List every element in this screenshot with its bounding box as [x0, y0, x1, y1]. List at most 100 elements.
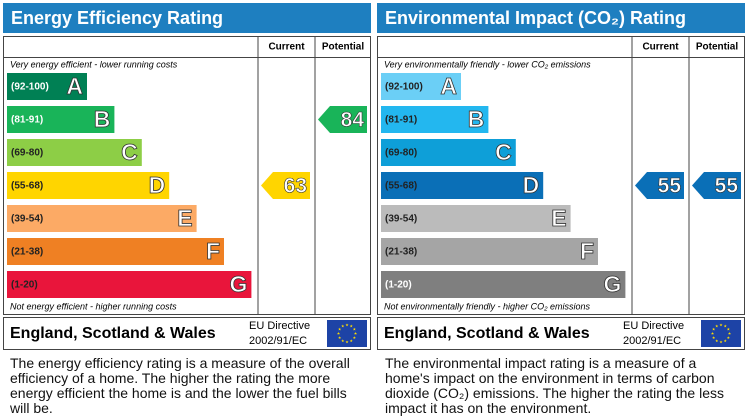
- rating-value: 63: [284, 175, 307, 198]
- eu-star: [719, 340, 723, 344]
- rating-band: [381, 73, 461, 100]
- eu-star: [715, 339, 719, 343]
- column-header: Current: [642, 42, 679, 53]
- rating-arrow: [692, 172, 741, 199]
- bottom-note: Not energy efficient - higher running co…: [10, 301, 177, 311]
- band-range: (69-80): [11, 148, 43, 159]
- bottom-note: Not environmentally friendly - higher CO…: [384, 301, 591, 311]
- band-range: (39-54): [11, 214, 43, 225]
- band-letter: E: [551, 205, 566, 231]
- eu-star: [345, 323, 349, 327]
- band-letter: E: [177, 205, 192, 231]
- band-letter: C: [121, 139, 138, 165]
- band-range: (81-91): [11, 115, 43, 126]
- rating-band: [7, 139, 142, 166]
- rating-value: 55: [658, 175, 682, 198]
- epc-graphic: Energy Efficiency Rating Current Potential…: [3, 3, 745, 350]
- band-letter: G: [604, 271, 622, 297]
- rating-band: [7, 172, 170, 199]
- band-range: (55-68): [385, 181, 417, 192]
- eu-star: [727, 331, 732, 335]
- description: The energy efficiency rating is a measur…: [10, 355, 350, 416]
- rating-band: [381, 172, 544, 199]
- eu-star: [353, 331, 358, 335]
- rating-band: [7, 238, 224, 265]
- title: Environmental Impact (CO₂) Rating: [385, 8, 686, 28]
- rating-band: [381, 106, 489, 133]
- band-range: (21-38): [385, 247, 417, 258]
- frame: [3, 36, 371, 315]
- band-range: (55-68): [11, 181, 43, 192]
- title: Energy Efficiency Rating: [11, 8, 223, 28]
- eu-star: [341, 324, 345, 328]
- band-letter: B: [94, 106, 111, 132]
- title-bar: [3, 3, 371, 33]
- eu-star: [723, 324, 727, 328]
- band-range: (1-20): [11, 280, 38, 291]
- directive-code: 2002/91/EC: [249, 335, 307, 347]
- eu-star: [352, 327, 356, 331]
- country: England, Scotland & Wales: [10, 325, 216, 342]
- rating-arrow: [261, 172, 310, 199]
- rating-band: [7, 106, 115, 133]
- rating-value: 55: [715, 175, 739, 198]
- band-letter: A: [66, 73, 83, 99]
- eu-star: [338, 327, 342, 331]
- band-range: (39-54): [385, 214, 417, 225]
- column-header: Potential: [696, 42, 738, 53]
- rating-arrow: [635, 172, 684, 199]
- eu-star: [712, 336, 716, 340]
- band-letter: C: [495, 139, 512, 165]
- band-range: (1-20): [385, 280, 412, 291]
- rating-value: 84: [341, 109, 365, 132]
- rating-band: [7, 73, 87, 100]
- rating-arrow: [318, 106, 367, 133]
- column-header: Current: [268, 42, 305, 53]
- band-range: (21-38): [11, 247, 43, 258]
- band-range: (92-100): [385, 82, 423, 93]
- band-range: (81-91): [385, 115, 417, 126]
- country: England, Scotland & Wales: [384, 325, 590, 342]
- directive-code: 2002/91/EC: [623, 335, 681, 347]
- band-letter: D: [523, 172, 540, 198]
- rating-band: [381, 205, 571, 232]
- eu-star: [349, 339, 353, 343]
- frame: [377, 36, 745, 315]
- rating-band: [7, 205, 197, 232]
- band-range: (92-100): [11, 82, 49, 93]
- eu-star: [723, 339, 727, 343]
- rating-band: [381, 271, 626, 298]
- eu-star: [712, 327, 716, 331]
- band-letter: A: [440, 73, 457, 99]
- eu-star: [719, 323, 723, 327]
- eu-star: [715, 324, 719, 328]
- eu-star: [349, 324, 353, 328]
- eu-star: [726, 336, 730, 340]
- directive: EU Directive: [249, 320, 310, 332]
- band-range: (69-80): [385, 148, 417, 159]
- top-note: Very environmentally friendly - lower CO…: [384, 59, 591, 69]
- footer-frame: [3, 317, 371, 350]
- band-letter: D: [149, 172, 166, 198]
- eu-star: [352, 336, 356, 340]
- eu-star: [336, 331, 341, 335]
- title-bar: [377, 3, 745, 33]
- directive: EU Directive: [623, 320, 684, 332]
- rating-band: [381, 238, 598, 265]
- rating-band: [381, 139, 516, 166]
- top-note: Very energy efficient - lower running co…: [10, 59, 178, 69]
- column-header: Potential: [322, 42, 364, 53]
- eu-star: [338, 336, 342, 340]
- eu-star: [345, 340, 349, 344]
- footer-frame: [377, 317, 745, 350]
- eu-star: [726, 327, 730, 331]
- band-letter: F: [206, 238, 220, 264]
- eu-star: [341, 339, 345, 343]
- band-letter: F: [580, 238, 594, 264]
- band-letter: B: [468, 106, 485, 132]
- rating-band: [7, 271, 252, 298]
- band-letter: G: [230, 271, 248, 297]
- description: The environmental impact rating is a mea…: [385, 355, 725, 416]
- eu-star: [710, 331, 715, 335]
